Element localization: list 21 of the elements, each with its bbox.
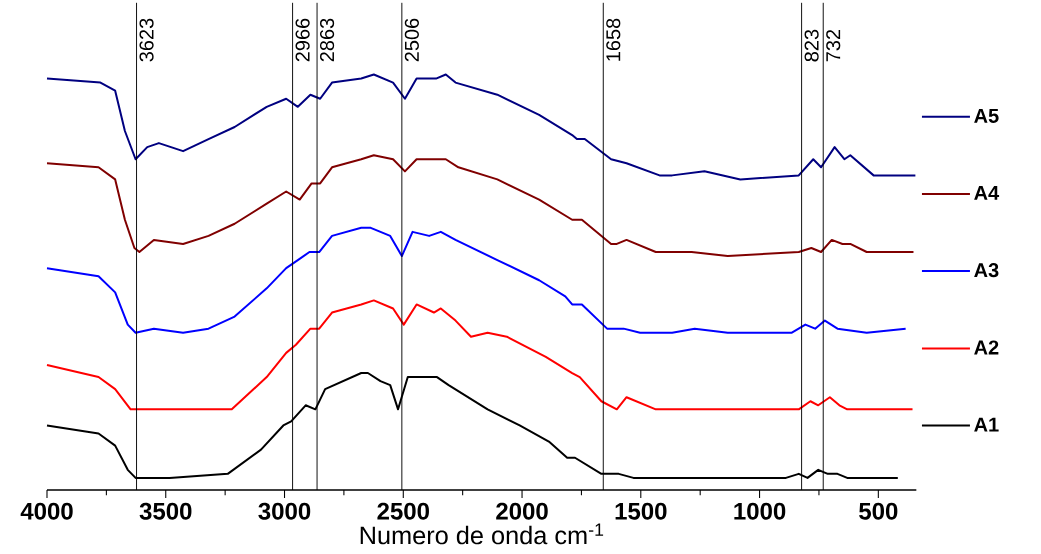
legend-label: A2 [974, 340, 999, 355]
legend-label: A4 [974, 186, 1000, 200]
legend-label: A1 [974, 417, 999, 432]
legend-label: A3 [974, 263, 999, 278]
x-tick-label: 1500 [615, 502, 667, 520]
ref-line-label: 3623 [139, 18, 154, 62]
x-tick-label: 1000 [734, 502, 786, 520]
x-axis-title: Numero de onda cm$^{-1}$ [360, 523, 604, 545]
ref-line-label: 732 [826, 29, 841, 62]
ref-line-label: 823 [804, 29, 819, 62]
ref-line-label: 1658 [606, 18, 621, 61]
legend-label: A5 [974, 108, 999, 123]
ref-line-label: 2506 [404, 18, 419, 62]
x-tick-label: 3000 [258, 502, 311, 520]
x-tick-label: 2000 [496, 502, 548, 520]
x-tick-label: 500 [859, 502, 898, 520]
ref-line-label: 2863 [319, 18, 335, 62]
x-tick-label: 4000 [20, 502, 73, 520]
ref-line-label: 2966 [295, 18, 310, 62]
x-tick-label: 3500 [139, 502, 192, 520]
x-tick-label: 2500 [377, 502, 429, 520]
